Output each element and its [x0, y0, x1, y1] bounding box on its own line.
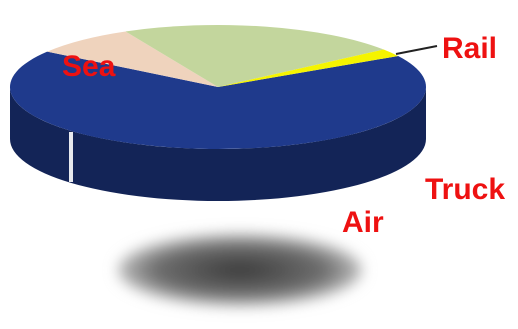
slice-truck	[125, 24, 384, 87]
slice-rail	[47, 31, 219, 87]
slice-sea	[10, 51, 427, 150]
slice-air	[218, 49, 399, 87]
side-wall-sea	[10, 87, 426, 201]
slice-label-air: Air	[342, 206, 384, 239]
slice-label-rail: Rail	[442, 32, 497, 65]
pie-top-faces	[10, 24, 427, 150]
pie-shadow	[118, 234, 362, 306]
sea-side-highlight	[69, 132, 73, 182]
slice-label-truck: Truck	[425, 173, 505, 206]
slice-label-sea: Sea	[62, 50, 116, 83]
rail-leader-line	[395, 45, 438, 55]
pie-side-walls	[10, 87, 426, 201]
